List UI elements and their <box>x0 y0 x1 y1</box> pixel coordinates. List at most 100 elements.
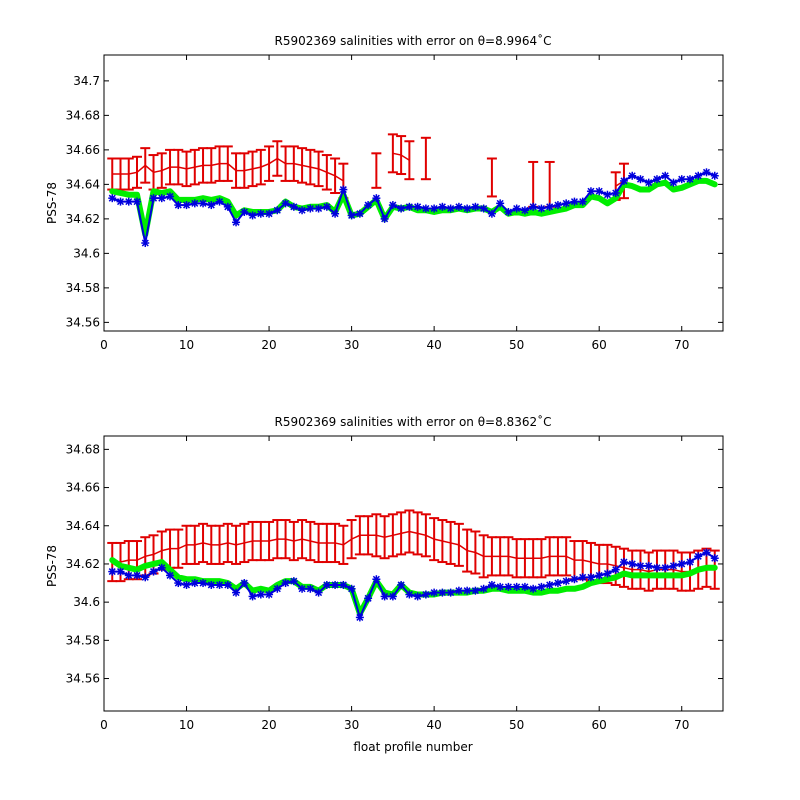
chart-top-error-bar <box>313 150 324 188</box>
chart-top-blue-point <box>438 202 447 211</box>
chart-bottom-blue-point <box>619 558 628 567</box>
chart-top-error-bar <box>396 135 407 176</box>
chart-top-blue-point <box>619 176 628 185</box>
chart-bottom-blue-point <box>438 588 447 597</box>
chart-top-blue-point <box>471 202 480 211</box>
chart-bottom-blue-point <box>199 579 208 588</box>
chart-bottom-blue-point <box>595 571 604 580</box>
chart-top-blue-point <box>364 201 373 210</box>
chart-bottom-blue-point <box>463 586 472 595</box>
chart-bottom-blue-point <box>232 588 241 597</box>
chart-top-blue-point <box>199 199 208 208</box>
chart-top-ytick-label: 34.64 <box>66 177 100 191</box>
chart-top-blue-point <box>397 204 406 213</box>
chart-bottom-error-bar <box>643 551 654 592</box>
chart-bottom-blue-point <box>166 571 175 580</box>
chart-top-error-bar <box>330 157 341 194</box>
chart-bottom-blue-point <box>405 590 414 599</box>
chart-bottom-error-bar <box>462 528 473 573</box>
chart-bottom-blue-point <box>611 565 620 574</box>
chart-top-error-bar <box>239 152 250 189</box>
chart-top-error-bar <box>156 152 167 189</box>
chart-top-blue-point <box>207 201 216 210</box>
chart-top-xtick-label: 40 <box>426 338 441 352</box>
chart-bottom-blue-point <box>669 561 678 570</box>
chart-bottom-ylabel: PSS-78 <box>45 545 59 587</box>
chart-bottom-blue-point <box>397 580 406 589</box>
chart-bottom-blue-point <box>133 571 142 580</box>
chart-top-blue-point <box>562 199 571 208</box>
chart-bottom-ytick-label: 34.64 <box>66 519 100 533</box>
chart-top-blue-point <box>157 194 166 203</box>
chart-top-xtick-label: 20 <box>261 338 276 352</box>
chart-top-xtick-label: 30 <box>344 338 359 352</box>
chart-top-blue-point <box>479 204 488 213</box>
chart-top-blue-point <box>380 214 389 223</box>
chart-top-blue-point <box>454 202 463 211</box>
chart-top-blue-point <box>314 204 323 213</box>
chart-top-blue-point <box>141 239 150 248</box>
chart-top-blue-point <box>685 175 694 184</box>
chart-top-blue-point <box>232 218 241 227</box>
chart-top-error-bar <box>371 152 382 189</box>
chart-top-blue-point <box>694 171 703 180</box>
chart-bottom-error-bar <box>503 536 514 577</box>
chart-top-error-bar <box>288 145 299 182</box>
chart-bottom-error-bar <box>396 511 407 556</box>
chart-bottom-xtick-label: 60 <box>592 718 607 732</box>
chart-bottom-blue-point <box>223 580 232 589</box>
chart-bottom-error-bar <box>618 547 629 588</box>
chart-bottom-blue-point <box>496 582 505 591</box>
chart-top-error-bar <box>173 148 184 186</box>
chart-bottom-blue-point <box>694 552 703 561</box>
chart-top-error-bar <box>132 155 143 189</box>
chart-top-blue-point <box>190 199 199 208</box>
chart-top-blue-point <box>652 175 661 184</box>
chart-top-blue-point <box>603 190 612 199</box>
chart-top-error-bar <box>297 147 308 184</box>
chart-bottom-error-bar <box>305 520 316 562</box>
chart-top-blue-point <box>463 204 472 213</box>
chart-bottom-xtick-label: 0 <box>100 718 108 732</box>
chart-bottom-blue-point <box>190 579 199 588</box>
chart-top-blue-point <box>289 202 298 211</box>
chart-bottom-blue-point <box>479 584 488 593</box>
chart-bottom-xtick-label: 50 <box>509 718 524 732</box>
chart-bottom-blue-point <box>215 580 224 589</box>
chart-bottom-blue-point <box>661 563 670 572</box>
chart-bottom-blue-point <box>413 592 422 601</box>
chart-top-plot-area: 0 10 20 30 40 50 60 70 34.56 34.58 34.6 34.62 34.64 3… <box>66 54 724 352</box>
chart-top-blue-point <box>611 189 620 197</box>
chart-bottom-ytick-label: 34.66 <box>66 481 100 495</box>
chart-bottom-blue-point <box>512 582 521 591</box>
chart-top-error-bar <box>404 140 415 181</box>
chart-bottom-blue-point <box>644 561 653 570</box>
chart-top-green-series-line <box>109 177 718 238</box>
chart-bottom-blue-point <box>273 584 282 593</box>
chart-top-error-bar <box>189 148 200 186</box>
chart-bottom-xtick-label: 30 <box>344 718 359 732</box>
chart-bottom-error-bar <box>404 509 415 554</box>
chart-top-error-bar <box>387 133 398 174</box>
chart-bottom-blue-point <box>487 580 496 589</box>
chart-top-blue-point <box>108 194 117 203</box>
chart-top-blue-point <box>421 204 430 213</box>
chart-bottom-ytick-label: 34.6 <box>73 595 100 609</box>
chart-bottom-blue-point <box>529 584 538 593</box>
chart-bottom-blue-point <box>298 584 307 593</box>
chart-bottom-blue-point <box>157 563 166 572</box>
chart-bottom-blue-point <box>314 588 323 597</box>
chart-bottom-blue-point <box>256 590 265 599</box>
chart-top-blue-point <box>240 207 249 216</box>
chart-bottom-error-bar <box>363 515 374 556</box>
chart-bottom-ytick-label: 34.58 <box>66 633 100 647</box>
chart-bottom-blue-point <box>446 588 455 597</box>
chart-top-blue-point <box>553 201 562 210</box>
chart-top-xtick-label: 0 <box>100 338 108 352</box>
chart-top-blue-point <box>166 192 175 201</box>
chart-top-error-bar <box>222 145 233 182</box>
chart-bottom-error-bar <box>470 530 481 575</box>
chart-bottom-blue-point <box>265 590 274 599</box>
chart-bottom-error-bar <box>198 522 209 564</box>
